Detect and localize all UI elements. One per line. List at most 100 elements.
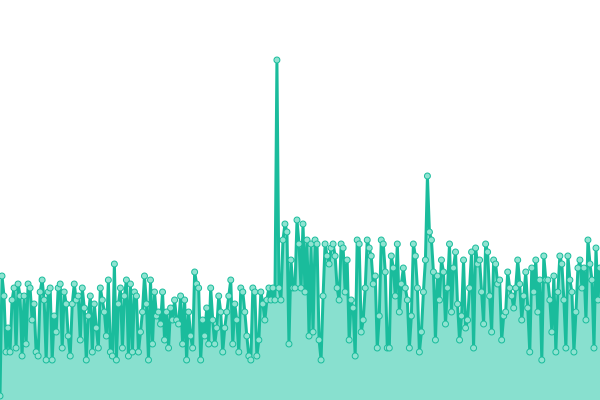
data-point (496, 276, 504, 284)
data-point (526, 348, 534, 356)
data-point (546, 296, 554, 304)
data-point (548, 328, 556, 336)
data-point (42, 356, 50, 364)
data-point (437, 256, 445, 264)
data-point (498, 336, 506, 344)
data-point (217, 308, 225, 316)
data-point (512, 284, 520, 292)
data-point (482, 240, 490, 248)
data-point (177, 292, 185, 300)
data-point (163, 308, 171, 316)
data-point (518, 316, 526, 324)
data-point (90, 300, 98, 308)
data-point (235, 348, 243, 356)
data-point (586, 260, 594, 268)
data-point (4, 324, 12, 332)
data-point (18, 352, 26, 360)
data-point (225, 292, 233, 300)
data-point (142, 300, 150, 308)
data-point (339, 244, 347, 252)
data-point (524, 304, 532, 312)
data-point (92, 324, 100, 332)
data-point (572, 308, 580, 316)
data-point (279, 236, 287, 244)
data-point (405, 344, 413, 352)
data-point (6, 348, 14, 356)
data-point (347, 296, 355, 304)
data-point (199, 316, 207, 324)
data-point (443, 284, 451, 292)
data-point (361, 284, 369, 292)
data-point (108, 352, 116, 360)
data-point (207, 284, 215, 292)
data-point (492, 260, 500, 268)
data-point (303, 236, 311, 244)
data-point (112, 356, 120, 364)
data-point (343, 256, 351, 264)
data-point (351, 352, 359, 360)
data-point (247, 356, 255, 364)
data-point (0, 272, 6, 280)
data-point (291, 284, 299, 292)
data-point (321, 240, 329, 248)
data-point (132, 292, 140, 300)
data-point (558, 260, 566, 268)
data-point (118, 344, 126, 352)
data-point (30, 300, 38, 308)
data-point (48, 356, 56, 364)
data-point (233, 316, 241, 324)
data-point (46, 284, 54, 292)
data-point (478, 288, 486, 296)
data-point (516, 280, 524, 288)
data-point (14, 280, 22, 288)
data-point (427, 236, 435, 244)
data-point (359, 316, 367, 324)
series-points (0, 56, 600, 400)
data-point (369, 280, 377, 288)
data-point (484, 248, 492, 256)
data-point (476, 256, 484, 264)
data-point (239, 288, 247, 296)
data-point (221, 324, 229, 332)
data-point (116, 284, 124, 292)
data-point (596, 264, 600, 272)
data-point (389, 264, 397, 272)
data-point (588, 276, 596, 284)
data-point (74, 292, 82, 300)
data-point (568, 288, 576, 296)
data-point (58, 344, 66, 352)
data-point (171, 296, 179, 304)
data-point (445, 240, 453, 248)
data-point (134, 348, 142, 356)
data-point (448, 308, 456, 316)
data-point (456, 336, 464, 344)
data-point (371, 272, 379, 280)
data-point (373, 344, 381, 352)
data-point (584, 236, 592, 244)
data-point (403, 296, 411, 304)
data-point (273, 56, 281, 64)
data-point (126, 280, 134, 288)
data-point (504, 268, 512, 276)
data-point (12, 344, 20, 352)
data-point (34, 352, 42, 360)
data-point (365, 244, 373, 252)
data-point (439, 268, 447, 276)
data-point (421, 256, 429, 264)
data-point (80, 304, 88, 312)
data-point (82, 356, 90, 364)
data-point (357, 328, 365, 336)
data-point (341, 288, 349, 296)
data-point (466, 284, 474, 292)
data-point (181, 296, 189, 304)
data-point (425, 228, 433, 236)
data-point (231, 300, 239, 308)
data-point (36, 288, 44, 296)
data-point (385, 344, 393, 352)
data-point (325, 260, 333, 268)
data-point (285, 340, 293, 348)
data-point (100, 308, 108, 316)
data-point (94, 344, 102, 352)
data-point (229, 340, 237, 348)
data-point (552, 348, 560, 356)
